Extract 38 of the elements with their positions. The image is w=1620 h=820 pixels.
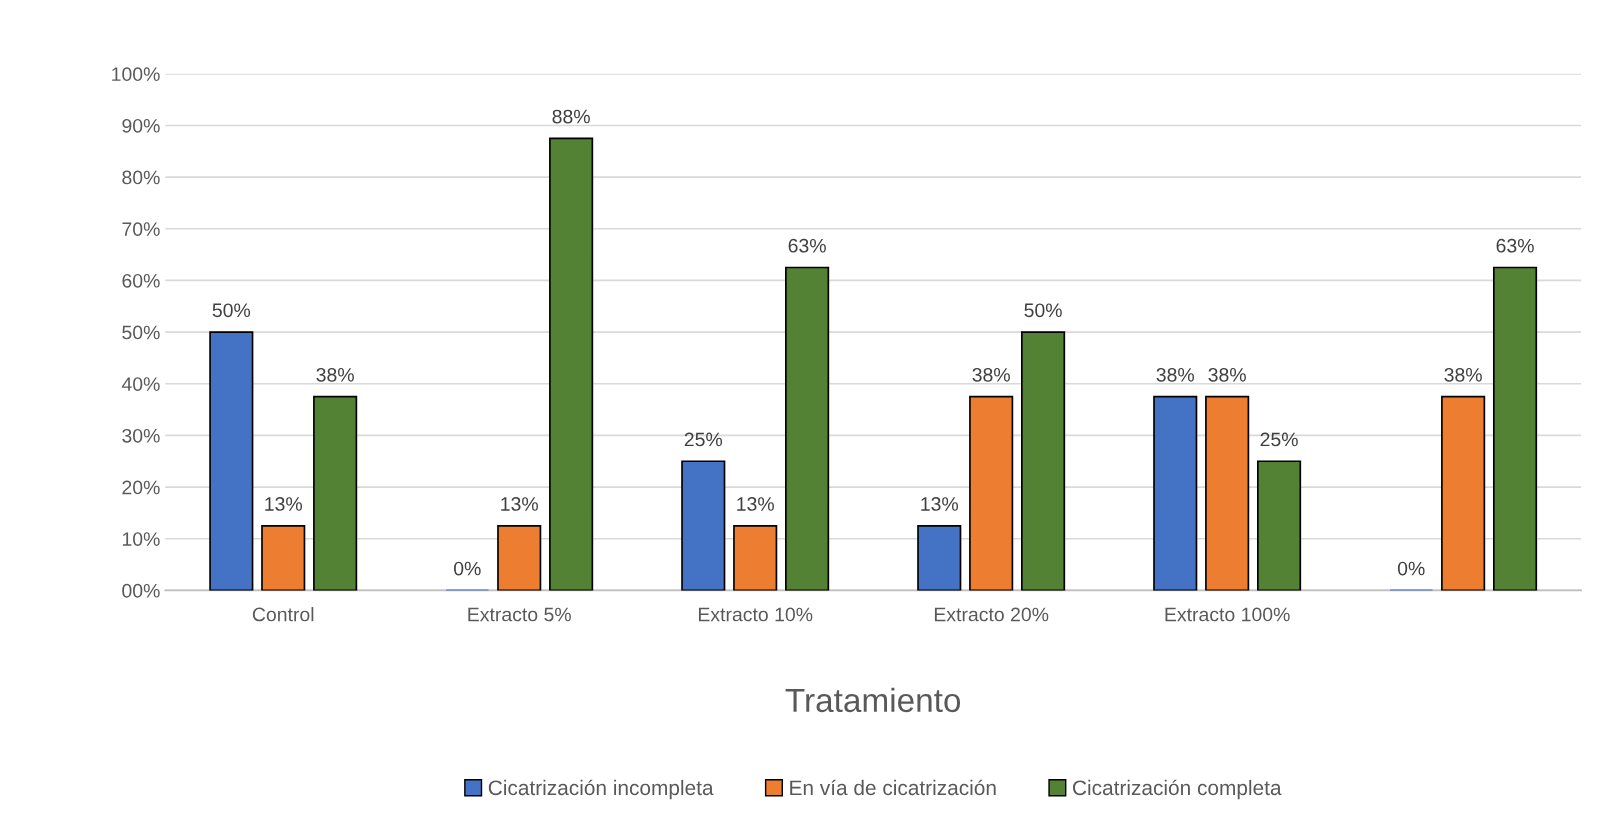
data-label: 63%: [1496, 238, 1534, 253]
x-tick-label: Extracto 20%: [934, 607, 1049, 622]
data-label: 38%: [1156, 367, 1194, 382]
y-tick-label: 90%: [122, 118, 160, 133]
data-label: 63%: [788, 238, 826, 253]
data-label: 50%: [1024, 303, 1062, 318]
y-tick-label: 100%: [112, 67, 160, 82]
data-label: 0%: [1397, 561, 1425, 576]
data-label: 88%: [552, 109, 590, 124]
y-tick-label: 70%: [122, 222, 160, 237]
y-tick-label: 20%: [122, 480, 160, 495]
data-label: 13%: [921, 497, 959, 511]
data-label: 13%: [737, 497, 774, 511]
data-label: 38%: [1444, 367, 1482, 382]
data-label: 25%: [684, 432, 723, 447]
data-label: 25%: [1260, 432, 1298, 447]
x-tick-label: Extracto 100%: [1165, 607, 1290, 622]
y-tick-label: 80%: [122, 170, 160, 185]
y-tick-label: 60%: [122, 273, 160, 288]
y-tick-label: 10%: [122, 532, 160, 546]
data-label: 38%: [972, 367, 1010, 382]
data-label: 0%: [454, 561, 481, 576]
x-tick-label: Extracto 5%: [468, 607, 571, 622]
y-tick-label: 30%: [122, 428, 160, 443]
data-label: 50%: [212, 303, 251, 318]
y-tick-label: 50%: [122, 325, 160, 340]
legend-label: Cicatrización incompleta: [488, 779, 714, 800]
data-label: 13%: [501, 497, 538, 511]
data-label: 38%: [1208, 367, 1246, 382]
y-tick-label: 40%: [121, 377, 160, 391]
x-tick-label: Control: [252, 607, 314, 622]
data-label: 38%: [316, 367, 354, 382]
data-label: 13%: [265, 497, 302, 511]
x-axis-title: Tratamiento: [785, 687, 961, 713]
legend-label: Cicatrización completa: [1073, 779, 1282, 800]
y-tick-label: 00%: [122, 583, 160, 598]
legend-label: En vía de cicatrización: [790, 779, 996, 796]
x-tick-label: Extracto 10%: [698, 607, 813, 622]
